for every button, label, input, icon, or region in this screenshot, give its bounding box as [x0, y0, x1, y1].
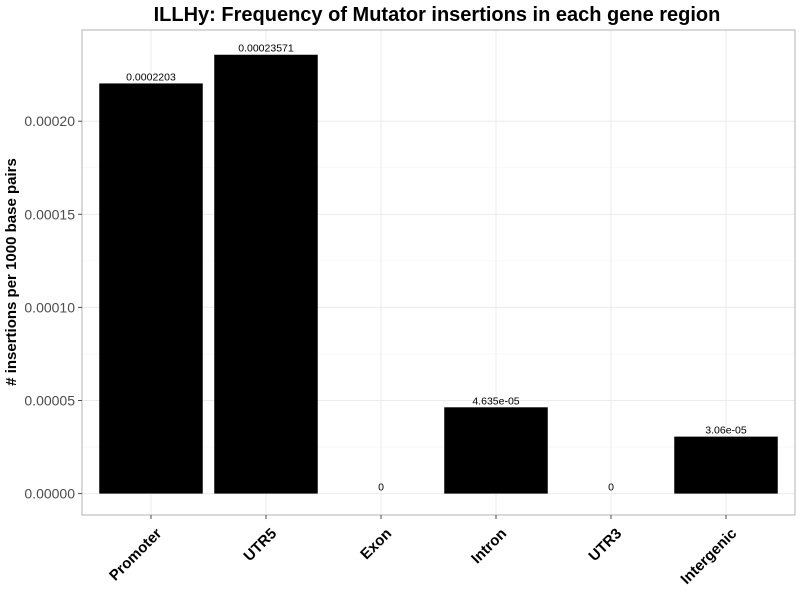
- data-label-intron: 4.635e-05: [472, 395, 519, 407]
- data-label-utr5: 0.00023571: [238, 43, 294, 55]
- x-tick-label-utr5: UTR5: [240, 525, 280, 565]
- y-tick-label: 0.00015: [24, 206, 75, 222]
- x-tick-label-exon: Exon: [357, 525, 395, 563]
- x-tick-label-intergenic: Intergenic: [677, 525, 740, 588]
- y-axis: 0.00000 0.00005 0.00010 0.00015 0.00020: [24, 113, 82, 502]
- bar-intergenic: [674, 436, 778, 494]
- bar-intron: [444, 407, 548, 494]
- bar-promoter: [99, 83, 203, 494]
- y-tick-label: 0.00000: [24, 486, 75, 502]
- x-axis: Promoter UTR5 Exon Intron UTR3 Intergenic: [106, 515, 740, 588]
- x-tick-label-promoter: Promoter: [106, 525, 165, 584]
- data-label-promoter: 0.0002203: [126, 71, 176, 83]
- y-tick-label: 0.00010: [24, 299, 75, 315]
- x-tick-label-intron: Intron: [468, 525, 510, 567]
- y-tick-label: 0.00020: [24, 113, 75, 129]
- chart-title: ILLHy: Frequency of Mutator insertions i…: [154, 4, 721, 26]
- y-axis-label: # insertions per 1000 base pairs: [3, 158, 20, 386]
- x-tick-label-utr3: UTR3: [585, 525, 625, 565]
- panel-border: [81, 29, 796, 516]
- data-label-exon: 0: [378, 482, 384, 494]
- data-label-intergenic: 3.06e-05: [705, 425, 747, 437]
- data-labels: 0.0002203 0.00023571 0 4.635e-05 0 3.06e-05: [126, 43, 747, 494]
- bars: [99, 54, 778, 494]
- y-tick-label: 0.00005: [24, 392, 75, 408]
- data-label-utr3: 0: [608, 482, 614, 494]
- bar-utr5: [214, 54, 318, 494]
